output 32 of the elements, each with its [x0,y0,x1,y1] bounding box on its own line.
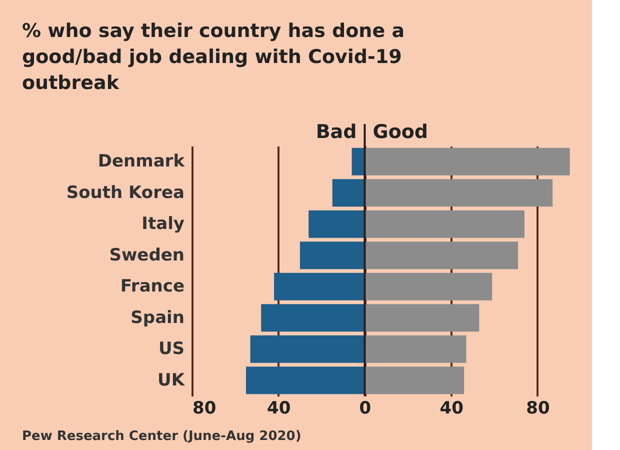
text: Pew Research Center (June-Aug 2020) [22,429,302,444]
x-tick-label: 80 [192,398,216,418]
bar [308,210,365,238]
bar [364,148,570,176]
bar [364,210,524,238]
y-tick-label: Italy [142,214,184,234]
x-tick-label: 0 [359,398,372,418]
bar [261,304,365,332]
y-tick-label: South Korea [66,182,184,203]
bar [364,366,464,394]
bar [364,272,492,300]
y-tick-label: Spain [130,308,184,328]
bar [300,242,365,270]
y-tick-label: US [158,339,184,360]
y-tick-label: France [120,276,184,297]
bar [364,304,480,332]
bar [364,335,466,363]
bar [246,366,365,394]
series-label: Good [372,121,428,143]
y-tick-label: Sweden [109,245,184,266]
y-tick-label: UK [158,370,186,390]
bar [332,179,365,207]
bar [250,335,365,363]
bar [274,272,365,300]
x-tick-label: 40 [267,398,291,418]
series-label: Bad [316,121,357,143]
x-tick-label: 80 [526,398,550,418]
bar [364,242,518,270]
chart-title: % who say their country has done a good/bad job dealing with Covid-19 outbreak [22,20,405,94]
y-tick-label: Denmark [98,152,186,172]
bar [364,179,553,207]
x-tick-label: 40 [440,398,464,418]
